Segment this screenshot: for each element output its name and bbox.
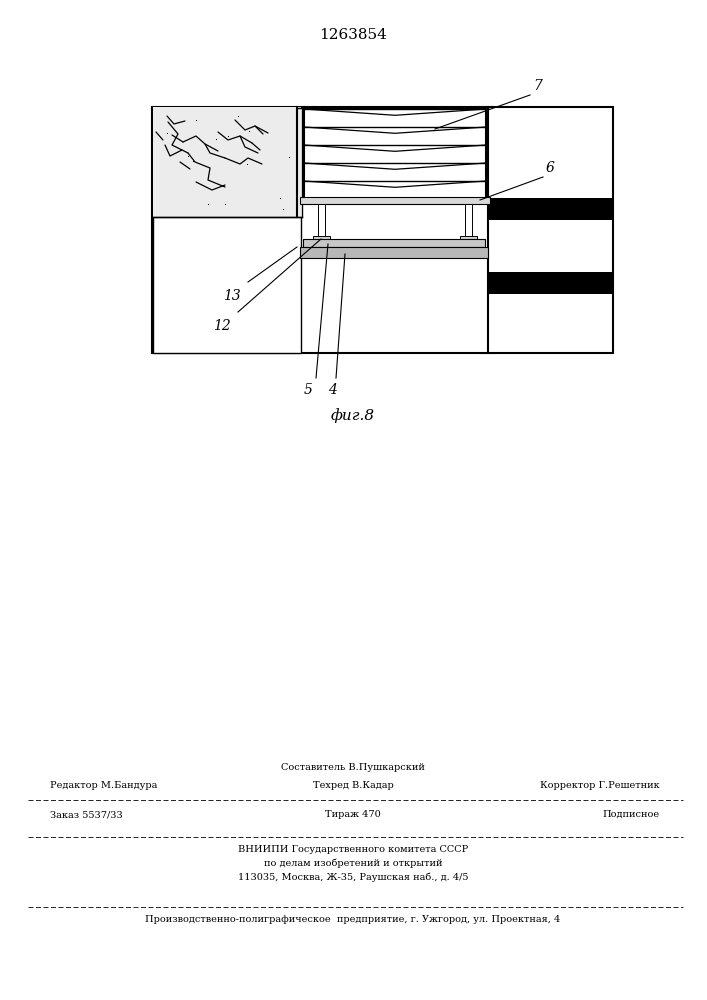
Text: Заказ 5537/33: Заказ 5537/33	[50, 810, 123, 819]
Bar	[313, 236, 330, 241]
Bar	[489, 198, 612, 220]
Bar	[489, 272, 612, 294]
Text: 4: 4	[327, 383, 337, 397]
Text: Подписное: Подписное	[603, 810, 660, 819]
Text: 7: 7	[533, 79, 542, 93]
Text: 12: 12	[213, 319, 231, 333]
Text: Тираж 470: Тираж 470	[325, 810, 381, 819]
Bar	[153, 217, 301, 353]
Text: 5: 5	[303, 383, 312, 397]
Text: фиг.8: фиг.8	[331, 408, 375, 423]
Text: по делам изобретений и открытий: по делам изобретений и открытий	[264, 859, 443, 868]
Bar	[153, 107, 301, 217]
Text: Производственно-полиграфическое  предприятие, г. Ужгород, ул. Проектная, 4: Производственно-полиграфическое предприя…	[146, 915, 561, 924]
Text: Техред В.Кадар: Техред В.Кадар	[312, 781, 393, 790]
Bar	[300, 197, 490, 204]
Text: 6: 6	[546, 161, 555, 175]
Text: ВНИИПИ Государственного комитета СССР: ВНИИПИ Государственного комитета СССР	[238, 845, 468, 854]
Text: 1263854: 1263854	[319, 28, 387, 42]
Text: 13: 13	[223, 289, 241, 303]
Bar	[152, 107, 613, 353]
Text: 113035, Москва, Ж-35, Раушская наб., д. 4/5: 113035, Москва, Ж-35, Раушская наб., д. …	[238, 873, 468, 882]
Bar	[465, 204, 472, 237]
Bar	[303, 239, 485, 247]
Bar	[460, 236, 477, 241]
Text: Редактор М.Бандура: Редактор М.Бандура	[50, 781, 158, 790]
Bar	[318, 204, 325, 237]
Text: Составитель В.Пушкарский: Составитель В.Пушкарский	[281, 763, 425, 772]
Bar	[300, 247, 488, 258]
Text: Корректор Г.Решетник: Корректор Г.Решетник	[540, 781, 660, 790]
